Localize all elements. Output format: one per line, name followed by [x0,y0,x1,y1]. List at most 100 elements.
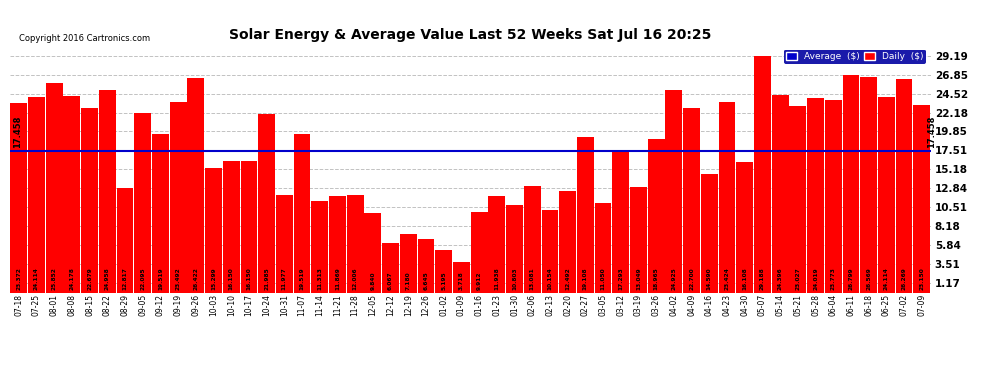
Text: 10.154: 10.154 [547,267,552,290]
Bar [81,108,98,292]
Text: 3.718: 3.718 [459,272,464,290]
Text: 11.050: 11.050 [601,267,606,290]
Text: 17.458: 17.458 [927,116,937,148]
Text: 7.180: 7.180 [406,272,411,290]
Bar [896,80,913,292]
Text: 12.006: 12.006 [352,267,357,290]
Bar [311,201,328,292]
Text: 16.150: 16.150 [229,267,234,290]
Bar [878,97,895,292]
Text: 6.645: 6.645 [424,272,429,290]
Text: 23.773: 23.773 [831,267,836,290]
Text: 11.938: 11.938 [494,267,499,290]
Text: 25.852: 25.852 [51,267,56,290]
Text: 24.019: 24.019 [813,267,818,290]
Bar [99,90,116,292]
Bar [152,134,169,292]
Bar [577,138,594,292]
Bar [595,203,612,292]
Bar [169,102,186,292]
Text: 11.977: 11.977 [282,267,287,290]
Text: 16.150: 16.150 [247,267,251,290]
Text: 17.458: 17.458 [14,116,23,148]
Bar [117,189,134,292]
Bar [400,234,417,292]
Text: 6.067: 6.067 [388,272,393,290]
Bar [771,94,788,292]
Text: 24.925: 24.925 [671,267,676,290]
Text: 18.965: 18.965 [653,267,658,290]
Text: 24.114: 24.114 [884,267,889,290]
Bar [436,251,452,292]
Bar [665,90,682,292]
Bar [241,162,257,292]
Text: 26.422: 26.422 [193,267,198,290]
Bar [488,196,505,292]
Bar [10,103,27,292]
Bar [418,238,435,292]
Bar [46,83,62,292]
Bar [860,77,877,292]
Bar [294,134,311,292]
Text: 19.108: 19.108 [583,267,588,290]
Text: 24.178: 24.178 [69,267,74,290]
Bar [559,191,576,292]
Text: 5.195: 5.195 [442,272,446,290]
Text: 11.313: 11.313 [317,267,323,290]
Bar [135,113,151,292]
Text: 29.188: 29.188 [760,267,765,290]
Bar [187,78,204,292]
Bar [258,114,275,292]
Text: 9.912: 9.912 [476,272,481,290]
Text: 26.799: 26.799 [848,267,853,290]
Bar [364,213,381,292]
Text: 17.293: 17.293 [618,267,624,290]
Legend: Average  ($), Daily  ($): Average ($), Daily ($) [784,50,926,64]
Text: 10.803: 10.803 [512,267,517,290]
Text: 23.150: 23.150 [920,267,925,290]
Bar [542,210,558,292]
Text: Copyright 2016 Cartronics.com: Copyright 2016 Cartronics.com [19,33,150,42]
Bar [276,195,293,292]
Text: 12.492: 12.492 [565,267,570,290]
Bar [842,75,859,292]
Bar [470,212,487,292]
Text: 23.372: 23.372 [16,267,21,290]
Text: 15.299: 15.299 [211,267,216,290]
Text: 21.985: 21.985 [264,267,269,290]
Text: 16.108: 16.108 [742,267,747,290]
Bar [28,97,45,292]
Bar [807,98,824,292]
Text: 13.081: 13.081 [530,267,535,290]
Text: 19.519: 19.519 [300,267,305,290]
Title: Solar Energy & Average Value Last 52 Weeks Sat Jul 16 20:25: Solar Energy & Average Value Last 52 Wee… [229,28,712,42]
Bar [789,106,806,292]
Text: 22.095: 22.095 [141,267,146,290]
Bar [613,152,630,292]
Text: 24.114: 24.114 [34,267,39,290]
Bar [524,186,541,292]
Bar [346,195,363,292]
Bar [683,108,700,292]
Text: 23.492: 23.492 [175,267,180,290]
Bar [754,56,771,292]
Bar [719,102,736,292]
Bar [506,205,523,292]
Bar [63,96,80,292]
Text: 22.700: 22.700 [689,267,694,290]
Text: 12.817: 12.817 [123,267,128,290]
Bar [223,162,240,292]
Text: 11.869: 11.869 [335,267,340,290]
Bar [329,196,346,292]
Bar [453,262,470,292]
Text: 19.519: 19.519 [157,267,163,290]
Text: 13.049: 13.049 [636,267,641,290]
Bar [382,243,399,292]
Bar [205,168,222,292]
Bar [737,162,753,292]
Bar [825,100,842,292]
Text: 24.958: 24.958 [105,267,110,290]
Text: 23.027: 23.027 [795,267,800,290]
Bar [630,187,646,292]
Text: 9.840: 9.840 [370,272,375,290]
